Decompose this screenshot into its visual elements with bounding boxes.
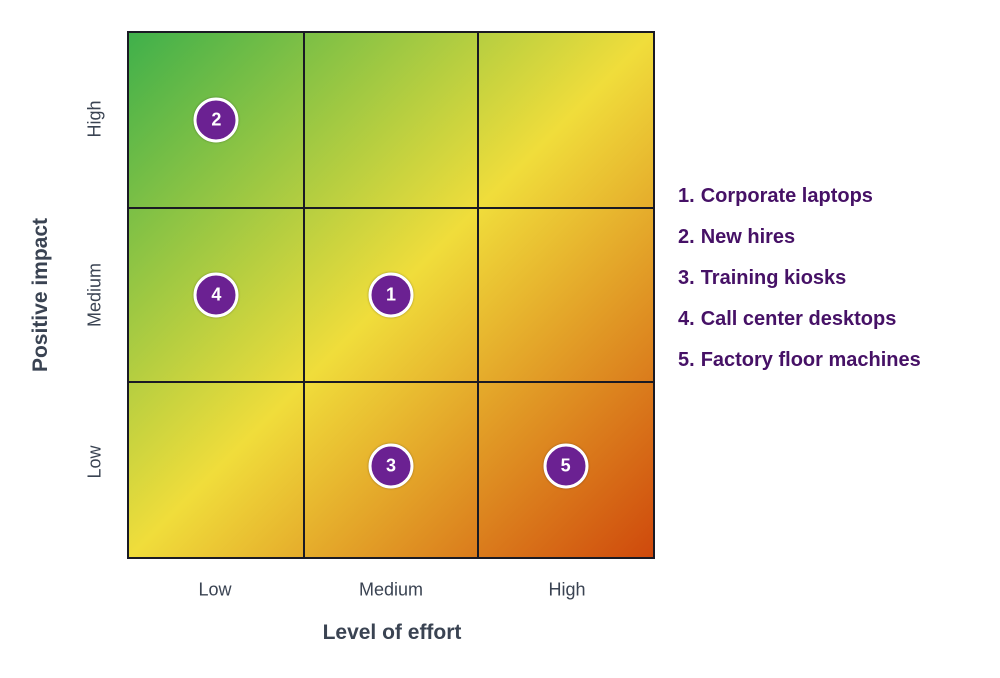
marker-number: 3	[385, 455, 396, 476]
grid-line-vertical-2	[477, 33, 480, 557]
matrix-plot-area: 2 4 1 3 5	[127, 31, 655, 559]
legend-item-number: 2.	[678, 226, 695, 248]
y-tick-high: High	[84, 100, 105, 138]
legend-item-number: 5.	[678, 349, 695, 371]
x-axis-title: Level of effort	[322, 621, 462, 644]
marker-5-factory-floor-machines: 5	[543, 443, 589, 489]
marker-number: 5	[560, 455, 571, 476]
marker-1-corporate-laptops: 1	[368, 272, 414, 318]
y-tick-low: Low	[84, 445, 105, 479]
legend-item-3: 3. Training kiosks	[678, 267, 921, 295]
legend-item-1: 1. Corporate laptops	[678, 185, 921, 213]
grid-line-horizontal-1	[129, 206, 653, 209]
marker-number: 1	[385, 284, 396, 305]
marker-number: 4	[211, 284, 222, 305]
marker-number: 2	[211, 109, 222, 130]
marker-2-new-hires: 2	[193, 97, 239, 143]
legend-item-label: Training kiosks	[700, 267, 847, 289]
y-axis-title: Positive impact	[29, 217, 52, 373]
grid-line-vertical-1	[302, 33, 305, 557]
legend-item-label: Corporate laptops	[700, 185, 873, 207]
legend-item-label: Call center desktops	[700, 308, 897, 330]
legend-item-2: 2. New hires	[678, 226, 921, 254]
x-tick-medium: Medium	[358, 579, 424, 600]
x-tick-low: Low	[198, 579, 232, 600]
legend-item-number: 4.	[678, 308, 695, 330]
legend: 1. Corporate laptops 2. New hires 3. Tra…	[678, 185, 921, 390]
legend-item-number: 1.	[678, 185, 695, 207]
marker-4-call-center-desktops: 4	[193, 272, 239, 318]
marker-3-training-kiosks: 3	[368, 443, 414, 489]
legend-item-4: 4. Call center desktops	[678, 308, 921, 336]
legend-item-5: 5. Factory floor machines	[678, 349, 921, 377]
grid-line-horizontal-2	[129, 381, 653, 384]
legend-item-label: New hires	[700, 226, 796, 248]
legend-item-label: Factory floor machines	[700, 349, 921, 371]
x-tick-high: High	[548, 579, 586, 600]
legend-item-number: 3.	[678, 267, 695, 289]
y-tick-medium: Medium	[84, 262, 105, 328]
